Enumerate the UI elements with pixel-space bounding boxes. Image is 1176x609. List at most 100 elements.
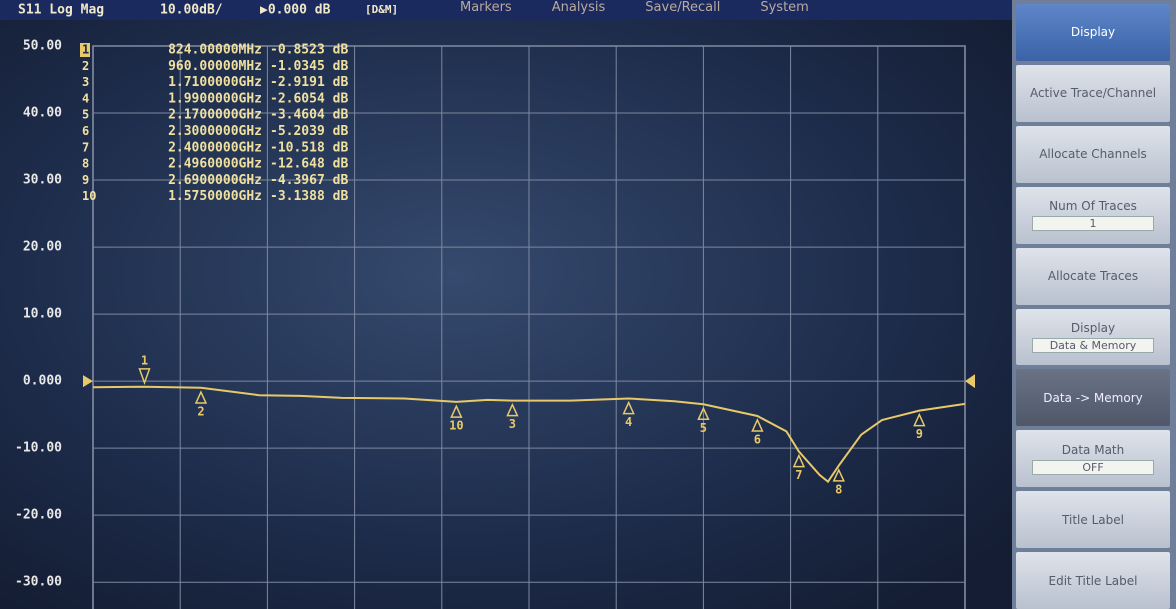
softkey[interactable]: Title Label bbox=[1016, 491, 1170, 549]
softkey-label: Data -> Memory bbox=[1043, 390, 1143, 405]
marker-frequency: 2.3000000GHz bbox=[168, 124, 262, 139]
marker-frequency: 1.7100000GHz bbox=[168, 75, 262, 90]
marker-number: 1 bbox=[141, 353, 148, 367]
active-marker bbox=[138, 368, 151, 386]
marker bbox=[622, 400, 635, 415]
softkey-label: Edit Title Label bbox=[1048, 573, 1138, 588]
trace-scale: 10.00dB/ bbox=[160, 3, 223, 18]
marker-value: -12.648 dB bbox=[270, 157, 348, 172]
marker-id: 10 bbox=[82, 189, 96, 203]
y-tick-label: -30.00 bbox=[15, 575, 62, 590]
marker-number: 10 bbox=[449, 419, 463, 433]
marker-number: 6 bbox=[754, 432, 761, 446]
softkey[interactable]: Data -> Memory bbox=[1016, 369, 1170, 427]
y-tick-label: 50.00 bbox=[23, 39, 62, 54]
marker-value: -0.8523 dB bbox=[270, 43, 348, 58]
softkey-label: Active Trace/Channel bbox=[1029, 86, 1157, 101]
softkey-label: Title Label bbox=[1062, 512, 1124, 527]
menu-item[interactable]: Save/Recall bbox=[645, 0, 721, 15]
trace-title: S11 Log Mag bbox=[18, 3, 104, 18]
softkey-panel: Display Active Trace/Channel Allocate Chan… bbox=[1012, 0, 1176, 609]
marker-id: 8 bbox=[82, 157, 89, 171]
marker-frequency: 1.5750000GHz bbox=[168, 189, 262, 204]
marker-value: -5.2039 dB bbox=[270, 124, 348, 139]
trace-mode: [D&M] bbox=[365, 3, 398, 16]
active-marker-box bbox=[80, 43, 90, 57]
marker-frequency: 2.1700000GHz bbox=[168, 108, 262, 123]
marker-value: -1.0345 dB bbox=[270, 59, 348, 74]
marker-frequency: 960.00000MHz bbox=[168, 59, 262, 74]
softkey-label: Display bbox=[1070, 25, 1116, 40]
marker-number: 7 bbox=[795, 468, 802, 482]
softkey-label: Display bbox=[1070, 320, 1116, 335]
y-tick-label: 10.00 bbox=[23, 307, 62, 322]
header-band bbox=[0, 0, 1012, 20]
trace-reference: ▶0.000 dB bbox=[260, 3, 331, 18]
softkey[interactable]: Edit Title Label bbox=[1016, 552, 1170, 609]
marker-number: 3 bbox=[509, 417, 516, 431]
marker bbox=[697, 406, 710, 421]
marker-frequency: 1.9900000GHz bbox=[168, 91, 262, 106]
marker-id: 3 bbox=[82, 75, 89, 89]
marker-id: 7 bbox=[82, 140, 89, 154]
marker-id: 9 bbox=[82, 173, 89, 187]
marker bbox=[194, 390, 208, 404]
marker bbox=[913, 412, 926, 427]
y-tick-label: -10.00 bbox=[15, 441, 62, 456]
marker-value: -3.4604 dB bbox=[270, 108, 348, 123]
marker-id: 1 bbox=[82, 43, 89, 57]
ref-arrow-left bbox=[83, 375, 93, 388]
softkey[interactable]: Allocate Traces bbox=[1016, 247, 1170, 305]
softkey[interactable]: Num Of Traces 1 bbox=[1016, 186, 1170, 244]
softkey[interactable]: Data Math OFF bbox=[1016, 430, 1170, 488]
trace bbox=[92, 385, 966, 484]
y-tick-label: 20.00 bbox=[23, 240, 62, 255]
y-tick-label: -20.00 bbox=[15, 508, 62, 523]
menu-bar: Markers Analysis Save/Recall System bbox=[460, 0, 1012, 18]
marker bbox=[506, 402, 519, 417]
marker bbox=[832, 468, 845, 482]
menu-item[interactable]: Markers bbox=[460, 0, 512, 15]
marker-number: 5 bbox=[700, 421, 707, 435]
menu-item[interactable]: System bbox=[760, 0, 809, 15]
y-tick-label: 0.000 bbox=[23, 374, 62, 389]
marker-value: -10.518 dB bbox=[270, 140, 348, 155]
marker-number: 4 bbox=[625, 415, 632, 429]
softkey-value: Data & Memory bbox=[1031, 337, 1155, 353]
ref-arrow-right bbox=[965, 374, 975, 389]
y-tick-label: 30.00 bbox=[23, 173, 62, 188]
marker-frequency: 2.6900000GHz bbox=[168, 173, 262, 188]
marker-id: 2 bbox=[82, 59, 89, 73]
marker-value: -4.3967 dB bbox=[270, 173, 348, 188]
softkey-value: 1 bbox=[1031, 216, 1155, 232]
softkey-label: Num Of Traces bbox=[1049, 199, 1137, 214]
softkey-label: Data Math bbox=[1061, 442, 1125, 457]
marker-value: -2.9191 dB bbox=[270, 75, 348, 90]
analyzer-screen: S11 Log Mag 10.00dB/ ▶0.000 dB [D&M] 50.… bbox=[0, 0, 1012, 609]
marker bbox=[792, 453, 806, 468]
softkey[interactable]: Active Trace/Channel bbox=[1016, 64, 1170, 122]
marker-frequency: 2.4960000GHz bbox=[168, 157, 262, 172]
marker-id: 4 bbox=[82, 91, 89, 105]
softkey-value: OFF bbox=[1031, 459, 1155, 475]
marker-value: -2.6054 dB bbox=[270, 91, 348, 106]
marker-frequency: 2.4000000GHz bbox=[168, 140, 262, 155]
marker-id: 6 bbox=[82, 124, 89, 138]
softkey[interactable]: Display Data & Memory bbox=[1016, 308, 1170, 366]
y-tick-label: 40.00 bbox=[23, 106, 62, 121]
softkey[interactable]: Allocate Channels bbox=[1016, 125, 1170, 183]
marker-number: 2 bbox=[197, 405, 204, 419]
marker-frequency: 824.00000MHz bbox=[168, 43, 262, 58]
softkey-label: Allocate Channels bbox=[1039, 147, 1147, 162]
softkey[interactable]: Display bbox=[1016, 4, 1170, 61]
marker bbox=[751, 418, 764, 432]
softkey-label: Allocate Traces bbox=[1047, 269, 1139, 284]
screen-bg bbox=[0, 0, 1012, 609]
marker-number: 9 bbox=[916, 427, 923, 441]
marker bbox=[450, 404, 463, 418]
menu-item[interactable]: Analysis bbox=[551, 0, 606, 15]
marker-number: 8 bbox=[835, 482, 842, 496]
marker-value: -3.1388 dB bbox=[270, 189, 348, 204]
marker-id: 5 bbox=[82, 108, 89, 122]
